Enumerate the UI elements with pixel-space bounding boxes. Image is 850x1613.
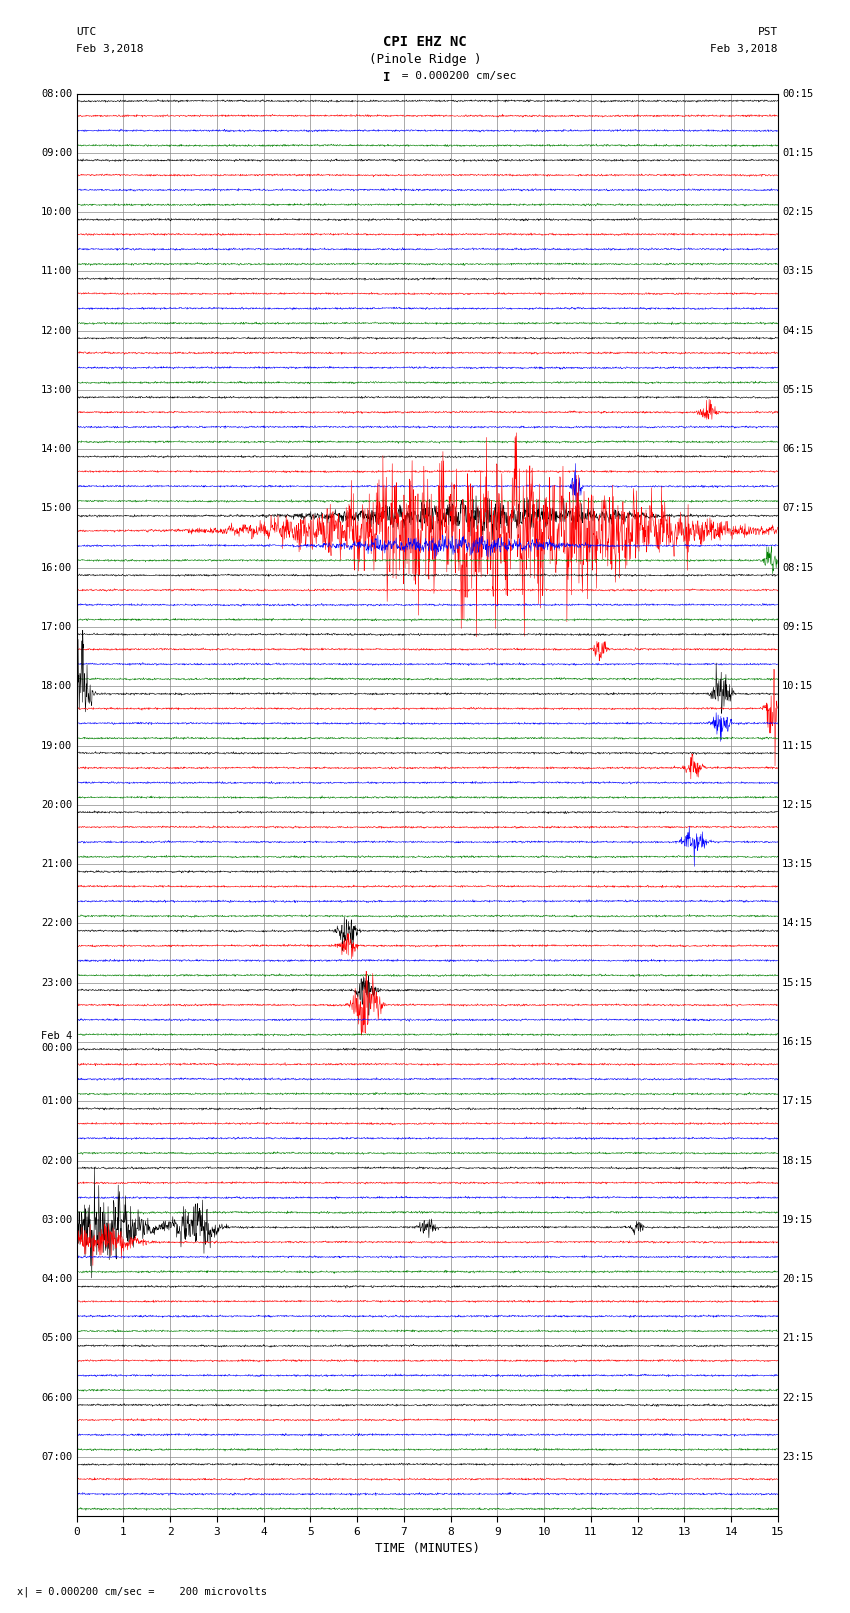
Text: 05:15: 05:15 <box>782 386 813 395</box>
Text: 11:15: 11:15 <box>782 740 813 750</box>
Text: 19:00: 19:00 <box>41 740 72 750</box>
Text: 04:15: 04:15 <box>782 326 813 336</box>
Text: 09:00: 09:00 <box>41 148 72 158</box>
Text: 02:00: 02:00 <box>41 1155 72 1166</box>
Text: 22:00: 22:00 <box>41 918 72 929</box>
Text: 14:00: 14:00 <box>41 444 72 455</box>
Text: 03:15: 03:15 <box>782 266 813 276</box>
Text: 13:00: 13:00 <box>41 386 72 395</box>
Text: I: I <box>383 71 390 84</box>
Text: 14:15: 14:15 <box>782 918 813 929</box>
Text: 03:00: 03:00 <box>41 1215 72 1224</box>
Text: 21:00: 21:00 <box>41 860 72 869</box>
Text: 04:00: 04:00 <box>41 1274 72 1284</box>
Text: Feb 3,2018: Feb 3,2018 <box>711 44 778 53</box>
Text: 21:15: 21:15 <box>782 1334 813 1344</box>
Text: 22:15: 22:15 <box>782 1392 813 1403</box>
Text: 16:00: 16:00 <box>41 563 72 573</box>
Text: 17:00: 17:00 <box>41 623 72 632</box>
Text: 06:15: 06:15 <box>782 444 813 455</box>
Text: 15:15: 15:15 <box>782 977 813 987</box>
Text: 16:15: 16:15 <box>782 1037 813 1047</box>
Text: 19:15: 19:15 <box>782 1215 813 1224</box>
Text: UTC: UTC <box>76 27 97 37</box>
Text: 01:15: 01:15 <box>782 148 813 158</box>
Text: 11:00: 11:00 <box>41 266 72 276</box>
Text: 08:00: 08:00 <box>41 89 72 98</box>
Text: = 0.000200 cm/sec: = 0.000200 cm/sec <box>395 71 517 81</box>
Text: x| = 0.000200 cm/sec =    200 microvolts: x| = 0.000200 cm/sec = 200 microvolts <box>17 1586 267 1597</box>
Text: 20:00: 20:00 <box>41 800 72 810</box>
Text: 13:15: 13:15 <box>782 860 813 869</box>
Text: 08:15: 08:15 <box>782 563 813 573</box>
Text: 10:00: 10:00 <box>41 206 72 218</box>
Text: 07:15: 07:15 <box>782 503 813 513</box>
Text: 12:15: 12:15 <box>782 800 813 810</box>
Text: 01:00: 01:00 <box>41 1097 72 1107</box>
Text: 02:15: 02:15 <box>782 206 813 218</box>
Text: CPI EHZ NC: CPI EHZ NC <box>383 35 467 50</box>
Text: 15:00: 15:00 <box>41 503 72 513</box>
Text: 00:15: 00:15 <box>782 89 813 98</box>
Text: 09:15: 09:15 <box>782 623 813 632</box>
Text: PST: PST <box>757 27 778 37</box>
Text: Feb 4
00:00: Feb 4 00:00 <box>41 1031 72 1053</box>
Text: 20:15: 20:15 <box>782 1274 813 1284</box>
Text: 23:15: 23:15 <box>782 1452 813 1461</box>
Text: (Pinole Ridge ): (Pinole Ridge ) <box>369 53 481 66</box>
Text: 12:00: 12:00 <box>41 326 72 336</box>
Text: 07:00: 07:00 <box>41 1452 72 1461</box>
Text: 17:15: 17:15 <box>782 1097 813 1107</box>
Text: 18:00: 18:00 <box>41 681 72 692</box>
Text: 05:00: 05:00 <box>41 1334 72 1344</box>
X-axis label: TIME (MINUTES): TIME (MINUTES) <box>375 1542 479 1555</box>
Text: Feb 3,2018: Feb 3,2018 <box>76 44 144 53</box>
Text: 23:00: 23:00 <box>41 977 72 987</box>
Text: 06:00: 06:00 <box>41 1392 72 1403</box>
Text: 18:15: 18:15 <box>782 1155 813 1166</box>
Text: 10:15: 10:15 <box>782 681 813 692</box>
